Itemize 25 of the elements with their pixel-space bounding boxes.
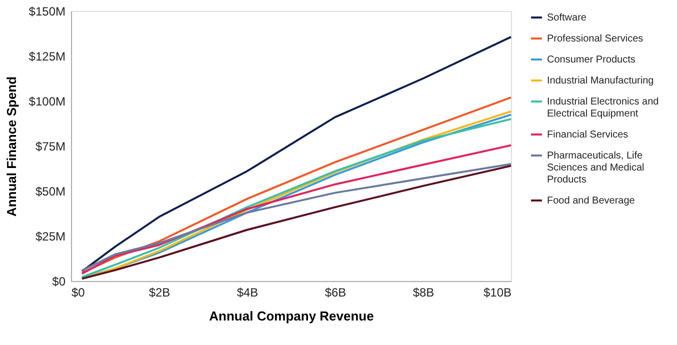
line-series — [81, 144, 512, 275]
y-tick-label: $50M — [35, 184, 66, 198]
y-tick-label: $0 — [52, 274, 66, 288]
x-tick-label: $8B — [412, 286, 434, 300]
legend-label: Software — [547, 12, 587, 24]
legend-label: Pharmaceuticals, Life Sciences and Medical Products — [547, 150, 644, 186]
y-tick-label: $75M — [35, 140, 66, 154]
x-tick-label: $6B — [324, 286, 346, 300]
legend-label: Food and Beverage — [547, 196, 636, 206]
x-tick-label: $0 — [72, 286, 86, 300]
legend-label: Industrial Manufacturing — [547, 76, 654, 86]
line-series — [81, 36, 512, 272]
y-tick-label: $100M — [28, 94, 66, 108]
x-axis-title: Annual Company Revenue — [209, 308, 374, 324]
legend-label: Professional Services — [547, 34, 644, 44]
y-tick-label: $25M — [35, 230, 66, 244]
y-tick-label: $150M — [28, 4, 66, 18]
legend-label: Industrial Electronics and Electrical Equipment — [547, 96, 659, 120]
legend-label: Consumer Products — [547, 54, 636, 66]
x-tick-label: $4B — [236, 286, 258, 300]
x-tick-label: $10B — [483, 286, 512, 300]
legend-label: Financial Services — [547, 130, 628, 140]
y-axis-title: Annual Finance Spend — [4, 76, 19, 217]
y-tick-label: $125M — [28, 50, 66, 64]
x-tick-label: $2B — [148, 286, 170, 300]
